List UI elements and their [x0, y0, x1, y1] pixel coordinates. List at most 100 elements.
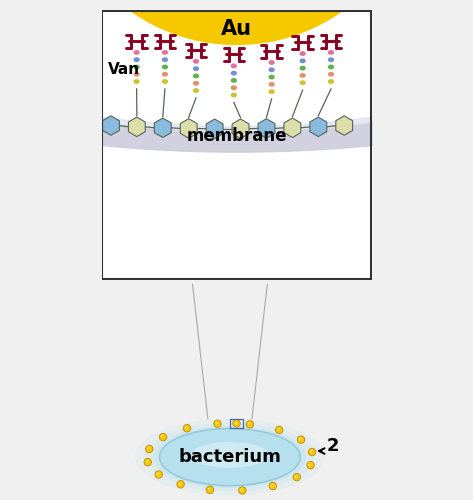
- Text: Van: Van: [108, 62, 140, 77]
- Circle shape: [240, 488, 243, 491]
- Ellipse shape: [269, 89, 275, 94]
- Ellipse shape: [162, 79, 168, 84]
- Ellipse shape: [133, 57, 140, 62]
- Text: Au: Au: [221, 19, 252, 39]
- Ellipse shape: [154, 426, 306, 488]
- Ellipse shape: [133, 72, 140, 76]
- Ellipse shape: [299, 66, 306, 70]
- Polygon shape: [103, 116, 119, 136]
- Ellipse shape: [328, 50, 334, 55]
- Circle shape: [185, 426, 187, 428]
- Ellipse shape: [231, 78, 237, 83]
- Ellipse shape: [328, 57, 334, 62]
- Circle shape: [238, 486, 246, 494]
- Ellipse shape: [299, 80, 306, 85]
- Ellipse shape: [159, 428, 300, 486]
- Circle shape: [299, 438, 301, 440]
- Circle shape: [293, 473, 301, 482]
- Circle shape: [309, 449, 315, 456]
- Circle shape: [270, 482, 276, 490]
- Circle shape: [248, 422, 250, 424]
- Polygon shape: [258, 118, 275, 138]
- Circle shape: [176, 480, 185, 488]
- Polygon shape: [232, 119, 249, 139]
- Ellipse shape: [145, 423, 315, 492]
- Circle shape: [145, 445, 153, 453]
- Circle shape: [233, 420, 240, 426]
- Circle shape: [246, 421, 253, 428]
- Ellipse shape: [231, 64, 237, 68]
- Ellipse shape: [269, 82, 275, 87]
- Ellipse shape: [231, 86, 237, 90]
- Circle shape: [161, 435, 163, 438]
- Ellipse shape: [328, 72, 334, 76]
- Text: bacterium: bacterium: [178, 448, 281, 466]
- Circle shape: [144, 459, 151, 466]
- Circle shape: [155, 470, 163, 478]
- Circle shape: [216, 422, 218, 424]
- Circle shape: [269, 482, 277, 490]
- Ellipse shape: [299, 73, 306, 78]
- Circle shape: [61, 0, 412, 37]
- Ellipse shape: [162, 50, 168, 55]
- Circle shape: [159, 433, 167, 442]
- Circle shape: [235, 422, 237, 424]
- Bar: [230, 418, 243, 428]
- Circle shape: [147, 447, 149, 450]
- Polygon shape: [310, 117, 327, 136]
- Polygon shape: [129, 117, 145, 136]
- Circle shape: [277, 428, 280, 430]
- Circle shape: [208, 488, 210, 490]
- Ellipse shape: [133, 50, 140, 55]
- Circle shape: [245, 420, 254, 428]
- Ellipse shape: [193, 59, 199, 64]
- Circle shape: [57, 0, 416, 41]
- Ellipse shape: [162, 72, 168, 76]
- Circle shape: [179, 482, 181, 484]
- Circle shape: [271, 484, 273, 486]
- Ellipse shape: [269, 60, 275, 65]
- Ellipse shape: [193, 74, 199, 78]
- Circle shape: [144, 458, 152, 466]
- Ellipse shape: [193, 66, 199, 71]
- Circle shape: [307, 461, 315, 469]
- Ellipse shape: [135, 418, 325, 496]
- Polygon shape: [336, 116, 353, 136]
- Circle shape: [308, 448, 316, 456]
- Ellipse shape: [193, 88, 199, 93]
- Ellipse shape: [133, 79, 140, 84]
- Circle shape: [184, 425, 190, 432]
- Circle shape: [275, 426, 283, 434]
- Circle shape: [206, 486, 214, 494]
- Ellipse shape: [191, 442, 269, 468]
- Circle shape: [53, 0, 420, 45]
- Ellipse shape: [162, 57, 168, 62]
- Polygon shape: [206, 119, 223, 139]
- Circle shape: [183, 424, 191, 432]
- Circle shape: [239, 487, 245, 494]
- Circle shape: [310, 450, 312, 452]
- Circle shape: [297, 436, 305, 444]
- Ellipse shape: [299, 58, 306, 64]
- Circle shape: [146, 446, 153, 452]
- Ellipse shape: [299, 51, 306, 56]
- Ellipse shape: [328, 79, 334, 84]
- Text: membrane: membrane: [186, 126, 287, 144]
- Circle shape: [160, 434, 166, 440]
- Circle shape: [213, 420, 222, 428]
- Circle shape: [295, 475, 297, 478]
- Ellipse shape: [193, 81, 199, 86]
- Polygon shape: [154, 118, 171, 138]
- Ellipse shape: [162, 64, 168, 70]
- Circle shape: [276, 426, 282, 433]
- Ellipse shape: [269, 68, 275, 72]
- Circle shape: [177, 481, 184, 488]
- Ellipse shape: [269, 74, 275, 80]
- Polygon shape: [284, 118, 301, 138]
- Polygon shape: [180, 118, 197, 138]
- Circle shape: [157, 472, 159, 475]
- Ellipse shape: [231, 92, 237, 98]
- Ellipse shape: [231, 70, 237, 76]
- Circle shape: [207, 486, 213, 493]
- Ellipse shape: [328, 64, 334, 70]
